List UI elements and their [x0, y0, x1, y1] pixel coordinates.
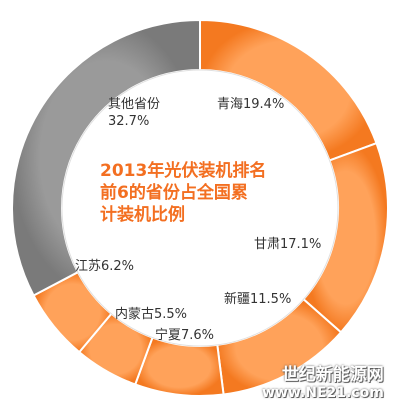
label-others-name: 其他省份: [108, 97, 161, 112]
chart-title: 2013年光伏装机排名 前6的省份占全国累 计装机比例: [100, 160, 315, 226]
chart-title-line-2: 前6的省份占全国累: [100, 183, 248, 203]
watermark-url: www.NE21.com: [262, 385, 384, 401]
chart-title-line-3: 计装机比例: [100, 205, 185, 225]
chart-title-line-1: 2013年光伏装机排名: [100, 161, 267, 181]
label-others-value: 32.7%: [108, 114, 150, 129]
label-others: 其他省份 32.7%: [108, 96, 160, 130]
label-neimenggu: 内蒙古5.5%: [115, 307, 188, 322]
label-xinjiang: 新疆11.5%: [224, 292, 292, 307]
label-gansu: 甘肃17.1%: [254, 237, 322, 252]
label-ningxia: 宁夏7.6%: [155, 328, 215, 343]
watermark: 世纪新能源网 www.NE21.com: [262, 360, 384, 401]
watermark-name: 世纪新能源网: [281, 365, 384, 385]
donut-hole: [61, 69, 339, 347]
label-qinghai: 青海19.4%: [217, 97, 285, 112]
label-jiangsu: 江苏6.2%: [75, 259, 135, 274]
